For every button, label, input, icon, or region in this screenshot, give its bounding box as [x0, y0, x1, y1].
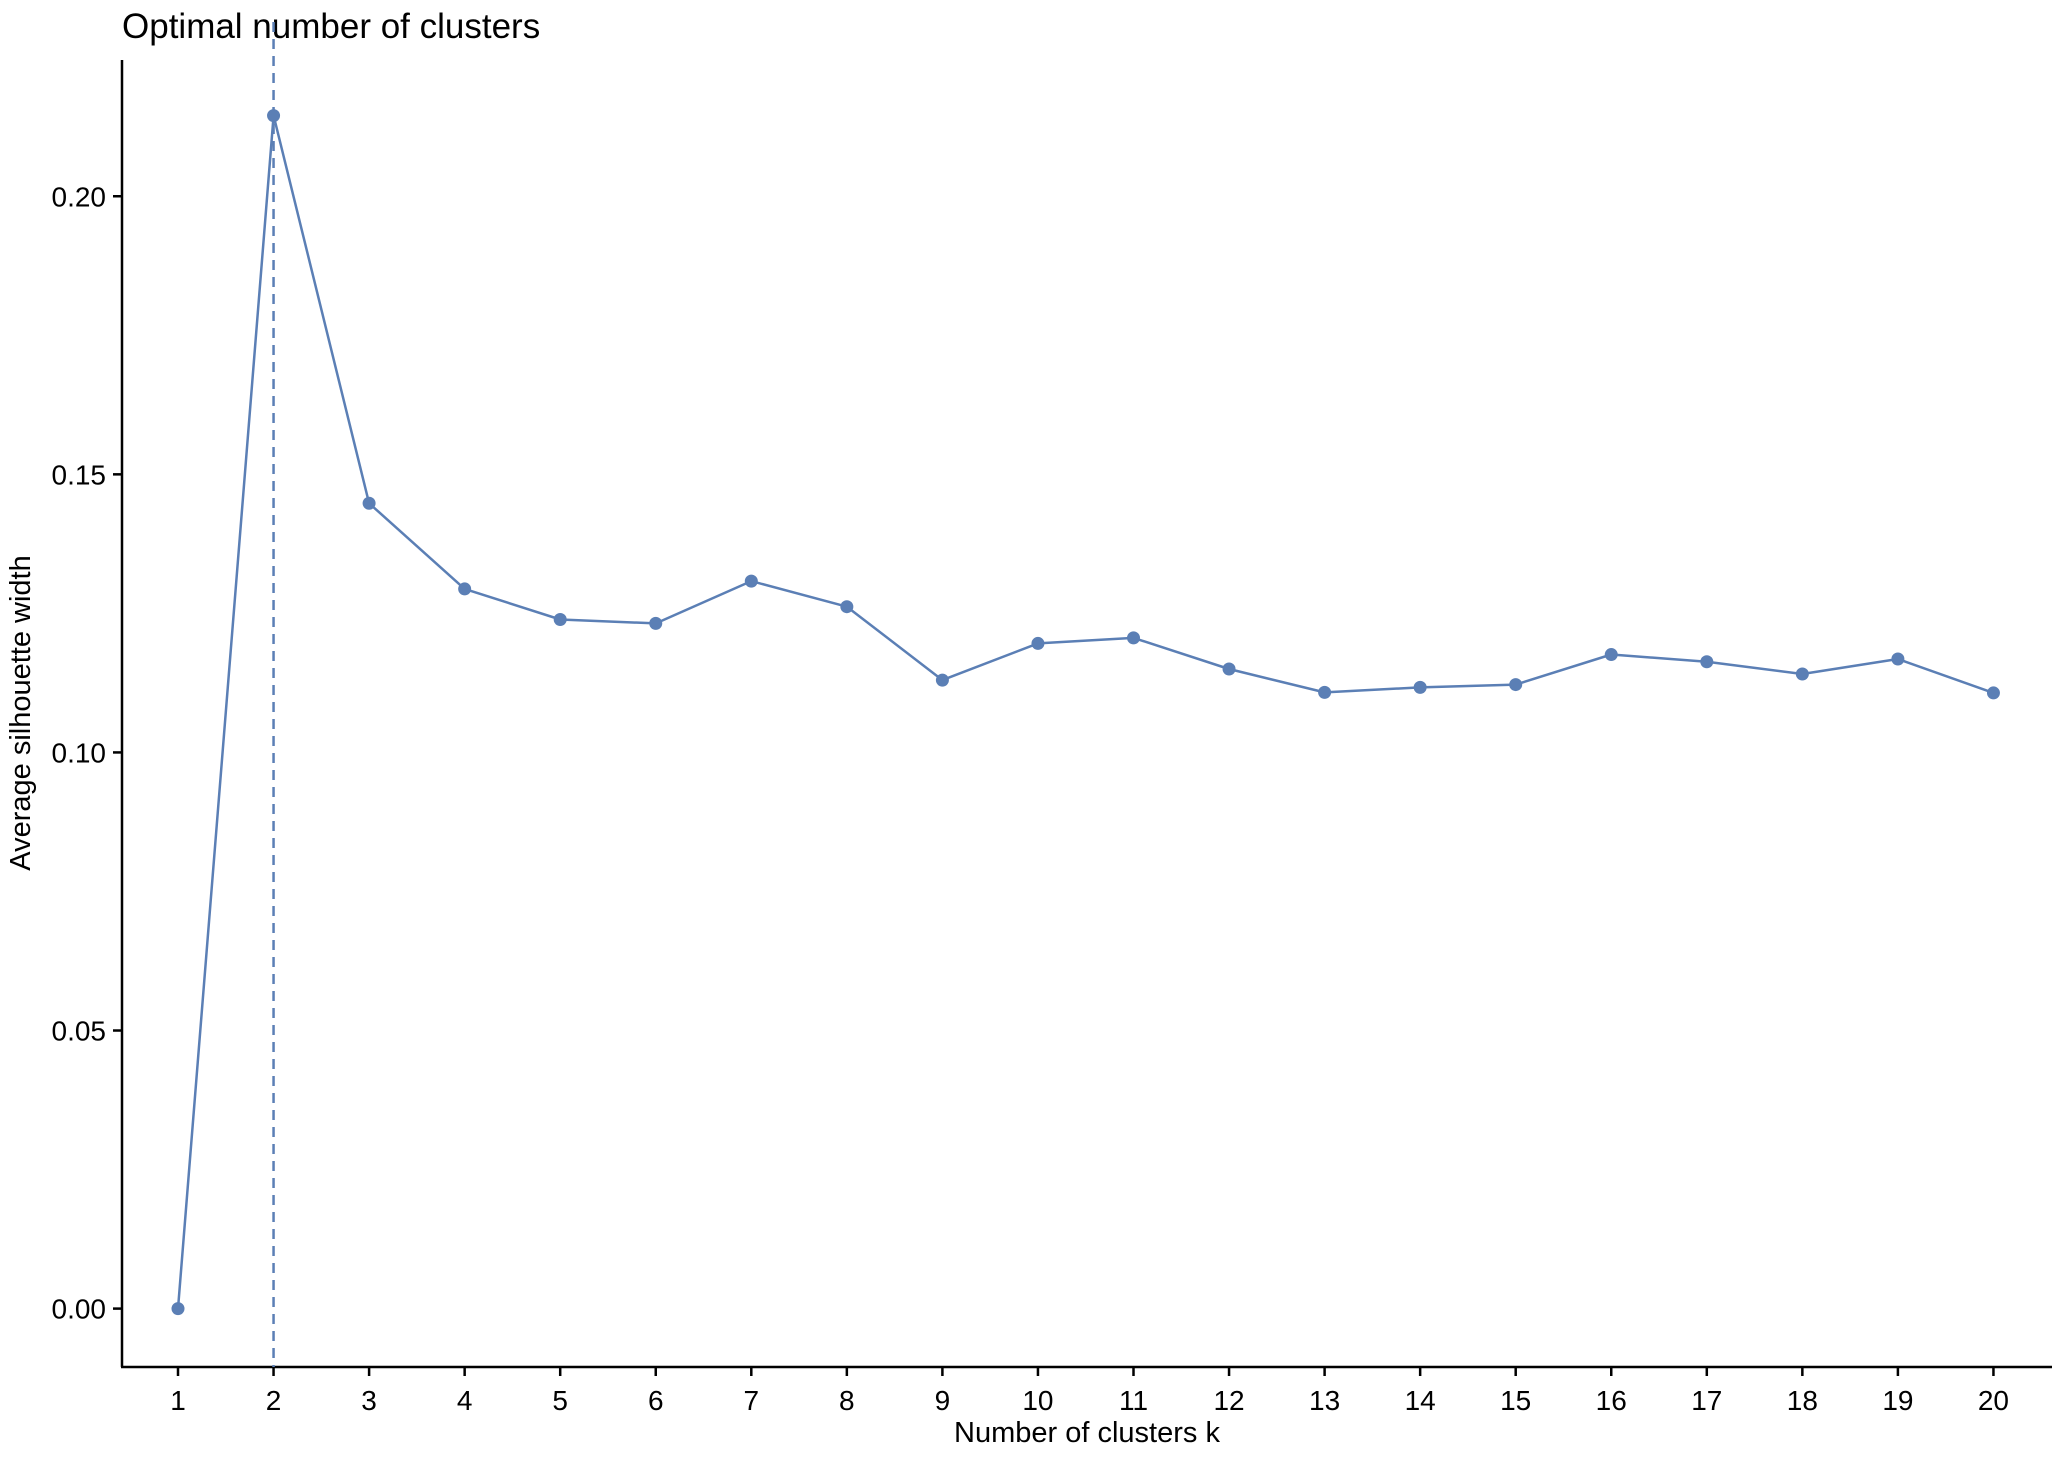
- data-point: [1222, 662, 1236, 676]
- x-tick-label: 4: [457, 1385, 473, 1416]
- x-tick-label: 6: [648, 1385, 664, 1416]
- x-tick-label: 8: [839, 1385, 855, 1416]
- x-tick-label: 14: [1405, 1385, 1436, 1416]
- x-tick-label: 2: [266, 1385, 282, 1416]
- data-point: [1986, 686, 2000, 700]
- data-point: [1604, 648, 1618, 662]
- series-layer: [176, 114, 1994, 1309]
- data-point: [1891, 652, 1905, 666]
- x-tick-label: 11: [1119, 1385, 1148, 1416]
- x-tick-label: 3: [361, 1385, 377, 1416]
- x-tick-label: 12: [1213, 1385, 1244, 1416]
- data-point: [458, 582, 472, 596]
- data-point: [840, 600, 854, 614]
- y-tick-label: 0.05: [52, 1016, 107, 1047]
- y-tick-label: 0.20: [52, 181, 107, 212]
- y-tick-label: 0.15: [52, 459, 107, 490]
- series-line: [176, 114, 1994, 1309]
- data-point: [1700, 655, 1714, 669]
- data-point: [553, 613, 567, 627]
- data-point: [744, 574, 758, 588]
- data-point: [1127, 631, 1140, 645]
- x-tick-label: 5: [552, 1385, 568, 1416]
- data-point: [1509, 678, 1523, 692]
- x-tick-label: 20: [1978, 1385, 2009, 1416]
- x-tick-label: 9: [935, 1385, 951, 1416]
- data-point: [1413, 680, 1427, 694]
- y-axis-label: Average silhouette width: [5, 555, 37, 870]
- data-point: [171, 1302, 185, 1316]
- points-layer: [171, 109, 2000, 1316]
- x-tick-label: 10: [1022, 1385, 1053, 1416]
- x-tick-label: 15: [1500, 1385, 1531, 1416]
- x-tick-label: 17: [1691, 1385, 1722, 1416]
- data-point: [1795, 667, 1809, 681]
- y-tick-label: 0.10: [52, 737, 107, 768]
- x-tick-label: 1: [170, 1385, 186, 1416]
- y-tick-label: 0.00: [52, 1294, 107, 1325]
- x-tick-label: 13: [1309, 1385, 1340, 1416]
- x-tick-label: 7: [744, 1385, 760, 1416]
- x-axis: 1 2 3 4 5 6 7 8 9 10 11 12 13 14 15 16 17 18 19 20: [121, 1365, 2052, 1416]
- x-tick-label: 16: [1596, 1385, 1627, 1416]
- x-tick-label: 19: [1882, 1385, 1913, 1416]
- data-point: [362, 496, 376, 510]
- x-axis-label: Number of clusters k: [954, 1417, 1220, 1449]
- data-point: [267, 109, 281, 123]
- chart-title: Optimal number of clusters: [122, 7, 540, 46]
- data-point: [649, 616, 663, 630]
- y-axis: 0.00 0.05 0.10 0.15 0.20: [52, 60, 124, 1367]
- data-point: [1318, 685, 1332, 699]
- data-point: [1031, 636, 1045, 650]
- data-point: [935, 673, 949, 687]
- x-tick-label: 18: [1787, 1385, 1818, 1416]
